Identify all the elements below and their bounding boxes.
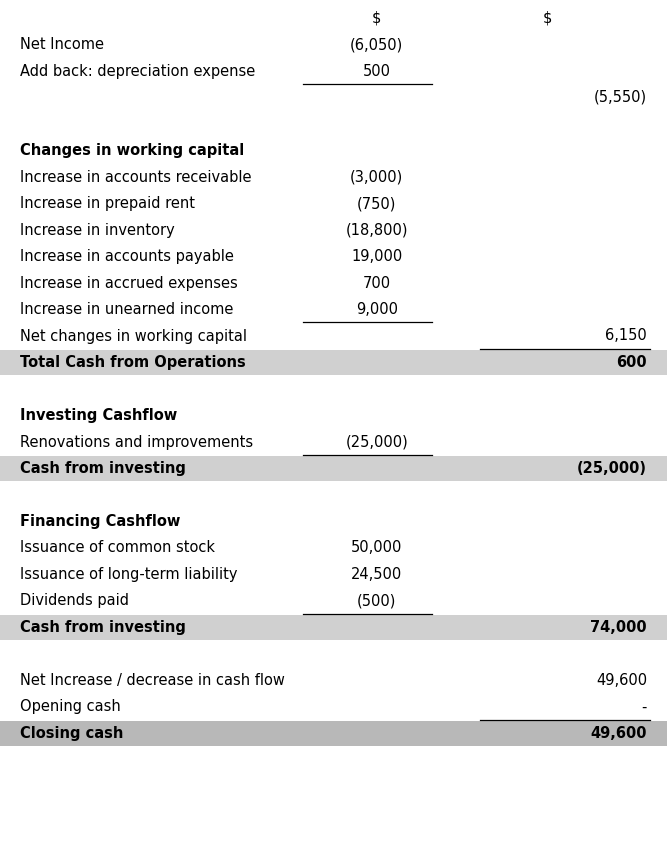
Text: 49,600: 49,600	[590, 725, 647, 740]
Text: Closing cash: Closing cash	[20, 725, 123, 740]
Text: Investing Cashflow: Investing Cashflow	[20, 408, 177, 422]
Text: Increase in accounts receivable: Increase in accounts receivable	[20, 169, 251, 184]
Text: Issuance of long-term liability: Issuance of long-term liability	[20, 566, 237, 581]
Text: (5,550): (5,550)	[594, 90, 647, 105]
Text: 50,000: 50,000	[351, 540, 403, 554]
Text: $: $	[542, 10, 552, 26]
Text: Increase in unearned income: Increase in unearned income	[20, 302, 233, 316]
Text: 600: 600	[616, 355, 647, 369]
Bar	[0, 615, 667, 641]
Text: (25,000): (25,000)	[346, 434, 408, 449]
Text: Total Cash from Operations: Total Cash from Operations	[20, 355, 245, 369]
Text: (3,000): (3,000)	[350, 169, 404, 184]
Text: Increase in inventory: Increase in inventory	[20, 223, 175, 237]
Text: Net Increase / decrease in cash flow: Net Increase / decrease in cash flow	[20, 672, 285, 688]
Text: (500): (500)	[357, 593, 397, 608]
Text: Renovations and improvements: Renovations and improvements	[20, 434, 253, 449]
Bar	[0, 456, 667, 482]
Text: 500: 500	[363, 63, 391, 78]
Text: 19,000: 19,000	[352, 249, 402, 264]
Text: 24,500: 24,500	[352, 566, 402, 581]
Text: (18,800): (18,800)	[346, 223, 408, 237]
Text: Increase in accrued expenses: Increase in accrued expenses	[20, 276, 237, 290]
Text: 9,000: 9,000	[356, 302, 398, 316]
Text: 700: 700	[363, 276, 391, 290]
Text: Add back: depreciation expense: Add back: depreciation expense	[20, 63, 255, 78]
Text: (25,000): (25,000)	[577, 461, 647, 475]
Text: 6,150: 6,150	[605, 328, 647, 343]
Text: Opening cash: Opening cash	[20, 699, 121, 714]
Text: Increase in accounts payable: Increase in accounts payable	[20, 249, 234, 264]
Text: (6,050): (6,050)	[350, 37, 404, 52]
Text: Changes in working capital: Changes in working capital	[20, 142, 244, 158]
Text: Net Income: Net Income	[20, 37, 104, 52]
Bar	[0, 721, 667, 746]
Text: Cash from investing: Cash from investing	[20, 461, 186, 475]
Text: $: $	[372, 10, 382, 26]
Text: Net changes in working capital: Net changes in working capital	[20, 328, 247, 343]
Text: Financing Cashflow: Financing Cashflow	[20, 514, 180, 528]
Text: Cash from investing: Cash from investing	[20, 619, 186, 635]
Text: -: -	[642, 699, 647, 714]
Bar	[0, 351, 667, 376]
Text: Issuance of common stock: Issuance of common stock	[20, 540, 215, 554]
Text: Increase in prepaid rent: Increase in prepaid rent	[20, 196, 195, 211]
Text: 49,600: 49,600	[596, 672, 647, 688]
Text: Dividends paid: Dividends paid	[20, 593, 129, 608]
Text: 74,000: 74,000	[590, 619, 647, 635]
Text: (750): (750)	[357, 196, 397, 211]
